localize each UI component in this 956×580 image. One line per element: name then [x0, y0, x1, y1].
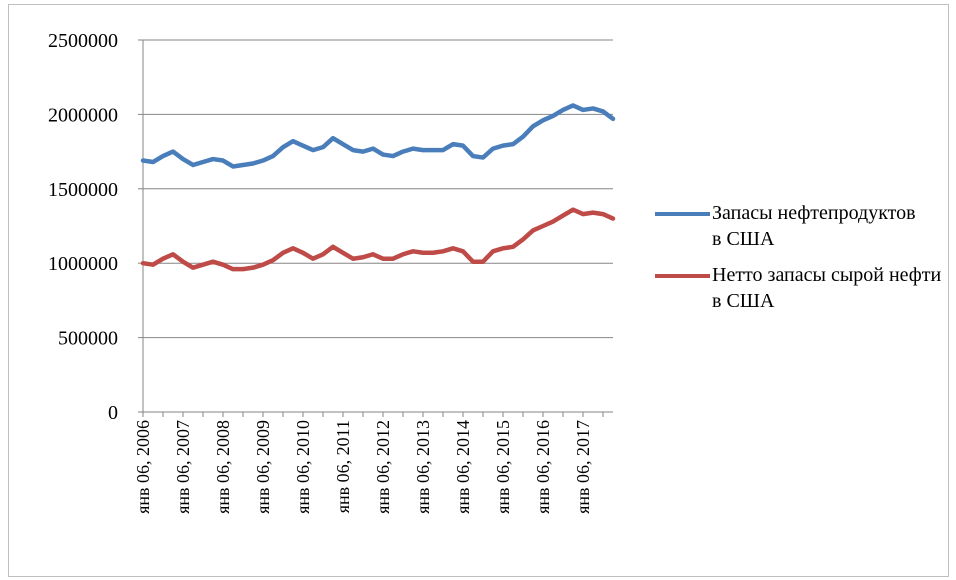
y-tick-label: 2000000	[48, 104, 118, 126]
x-tick-label: янв 06, 2006	[133, 420, 153, 514]
legend-swatch	[655, 212, 710, 216]
y-tick-label: 0	[108, 402, 118, 424]
y-tick-label: 2500000	[48, 30, 118, 52]
x-tick-label: янв 06, 2014	[453, 420, 473, 514]
x-tick-label: янв 06, 2017	[573, 420, 593, 514]
x-tick-label: янв 06, 2012	[373, 420, 393, 514]
legend: Запасы нефтепродуктов в США Нетто запасы …	[655, 200, 944, 324]
series-line	[140, 207, 616, 272]
legend-item: Нетто запасы сырой нефти в США	[655, 262, 944, 314]
x-tick-label: янв 06, 2011	[333, 420, 353, 513]
x-tick-label: янв 06, 2013	[413, 420, 433, 514]
x-tick-label: янв 06, 2009	[253, 420, 273, 514]
y-tick-label: 1000000	[48, 253, 118, 275]
chart-frame	[8, 4, 949, 577]
y-tick-label: 1500000	[48, 179, 118, 201]
legend-label: Запасы нефтепродуктов в США	[712, 202, 916, 250]
legend-item: Запасы нефтепродуктов в США	[655, 200, 944, 252]
series-line	[140, 103, 616, 169]
legend-swatch	[655, 274, 710, 278]
x-tick-label: янв 06, 2010	[293, 420, 313, 514]
x-tick-label: янв 06, 2016	[533, 420, 553, 514]
x-tick-label: янв 06, 2007	[173, 420, 193, 514]
legend-label: Нетто запасы сырой нефти в США	[712, 264, 942, 312]
y-tick-label: 500000	[58, 328, 118, 350]
x-tick-label: янв 06, 2015	[493, 420, 513, 514]
x-tick-label: янв 06, 2008	[213, 420, 233, 514]
